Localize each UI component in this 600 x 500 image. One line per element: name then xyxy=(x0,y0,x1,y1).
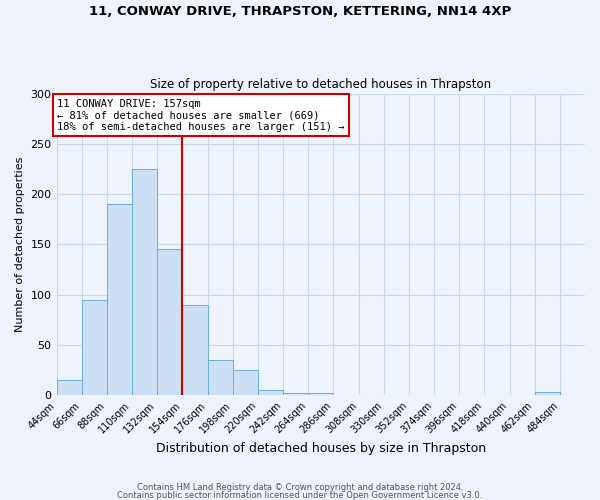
Text: 11 CONWAY DRIVE: 157sqm
← 81% of detached houses are smaller (669)
18% of semi-d: 11 CONWAY DRIVE: 157sqm ← 81% of detache… xyxy=(57,98,344,132)
X-axis label: Distribution of detached houses by size in Thrapston: Distribution of detached houses by size … xyxy=(156,442,486,455)
Text: Contains HM Land Registry data © Crown copyright and database right 2024.: Contains HM Land Registry data © Crown c… xyxy=(137,484,463,492)
Title: Size of property relative to detached houses in Thrapston: Size of property relative to detached ho… xyxy=(150,78,491,91)
Bar xyxy=(182,305,208,396)
Bar xyxy=(56,380,82,396)
Bar xyxy=(107,204,132,396)
Bar xyxy=(283,394,308,396)
Bar xyxy=(157,250,182,396)
Text: Contains public sector information licensed under the Open Government Licence v3: Contains public sector information licen… xyxy=(118,490,482,500)
Text: 11, CONWAY DRIVE, THRAPSTON, KETTERING, NN14 4XP: 11, CONWAY DRIVE, THRAPSTON, KETTERING, … xyxy=(89,5,511,18)
Bar xyxy=(258,390,283,396)
Bar xyxy=(82,300,107,396)
Bar xyxy=(308,394,334,396)
Bar xyxy=(233,370,258,396)
Bar xyxy=(132,169,157,396)
Y-axis label: Number of detached properties: Number of detached properties xyxy=(15,156,25,332)
Bar xyxy=(208,360,233,396)
Bar xyxy=(535,392,560,396)
